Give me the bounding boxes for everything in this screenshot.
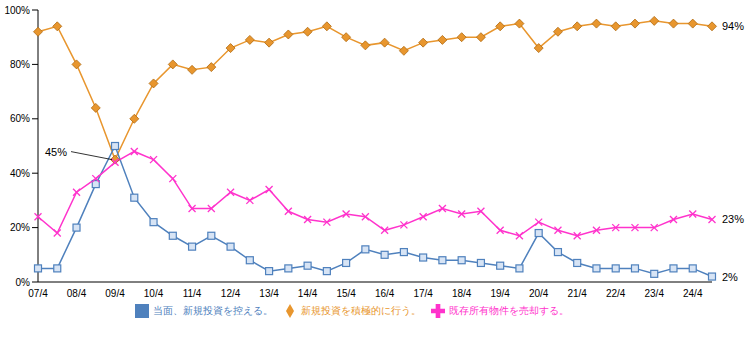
html-text:既存所有物件を売却する。: 既存所有物件を売却する。 [449,305,569,316]
svg-text:12/4: 12/4 [221,288,241,299]
svg-text:18/4: 18/4 [452,288,472,299]
svg-text:16/4: 16/4 [375,288,395,299]
svg-text:11/4: 11/4 [183,288,202,299]
svg-text:23/4: 23/4 [644,288,664,299]
html-text:当面、新規投資を控える。: 当面、新規投資を控える。 [153,305,273,316]
svg-text:09/4: 09/4 [105,288,125,299]
svg-text:24/4: 24/4 [683,288,703,299]
svg-text:100%: 100% [8,5,30,16]
svg-text:19/4: 19/4 [490,288,510,299]
svg-text:13/4: 13/4 [259,288,279,299]
svg-text:94%: 94% [722,20,742,32]
svg-text:2%: 2% [722,271,738,283]
svg-text:0%: 0% [16,277,31,288]
svg-text:07/4: 07/4 [28,288,48,299]
svg-text:20/4: 20/4 [529,288,549,299]
svg-text:17/4: 17/4 [413,288,433,299]
svg-text:15/4: 15/4 [336,288,356,299]
svg-text:23%: 23% [722,213,742,225]
svg-text:08/4: 08/4 [67,288,87,299]
html-text:新規投資を積極的に行う。: 新規投資を積極的に行う。 [301,305,421,316]
svg-text:40%: 40% [10,168,30,179]
svg-text:60%: 60% [10,113,30,124]
svg-text:45%: 45% [45,146,67,158]
svg-text:10/4: 10/4 [144,288,164,299]
svg-text:20%: 20% [10,222,30,233]
svg-text:21/4: 21/4 [567,288,587,299]
svg-text:22/4: 22/4 [606,288,626,299]
svg-text:14/4: 14/4 [298,288,318,299]
svg-text:80%: 80% [10,59,30,70]
